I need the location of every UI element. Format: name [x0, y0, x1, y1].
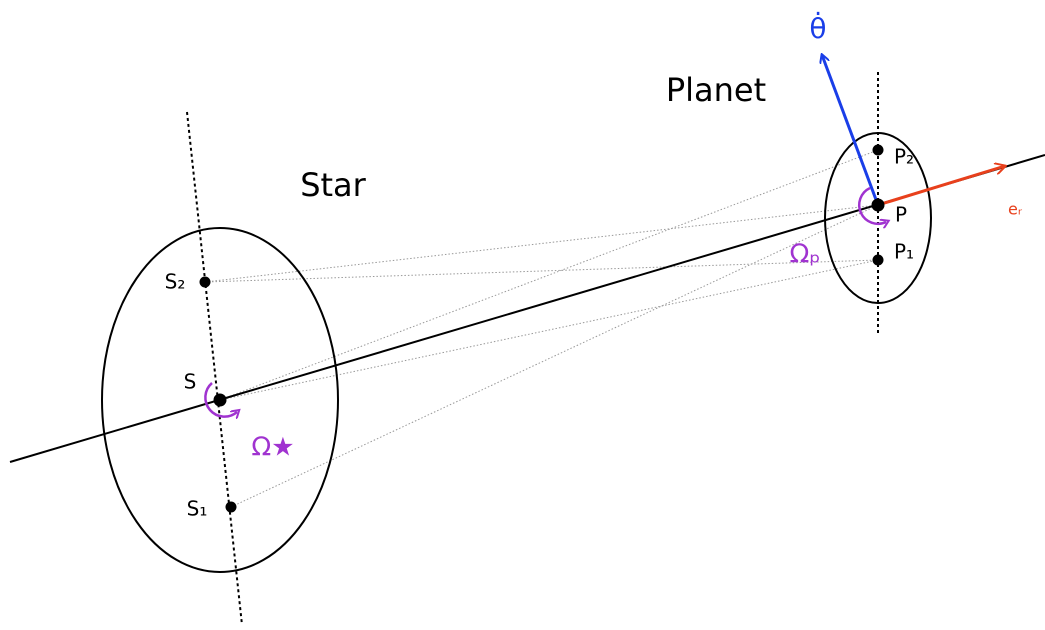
star-body — [101, 227, 339, 573]
radial-label: eᵣ — [1008, 200, 1023, 219]
point — [871, 198, 885, 212]
planet-spin-arrow — [857, 186, 886, 224]
point — [199, 276, 211, 288]
star-title: Star — [300, 166, 366, 204]
point-label: P₁ — [894, 240, 914, 264]
point — [872, 144, 884, 156]
star-axis — [186, 111, 243, 626]
theta-label: θ̇ — [809, 11, 826, 45]
radial-vector — [877, 166, 1005, 207]
points — [199, 144, 885, 513]
point-label: P — [895, 203, 907, 227]
point — [225, 501, 237, 513]
point-label: S₁ — [187, 497, 208, 521]
point-label: P₂ — [894, 145, 914, 169]
planet-spin-label: Ωₚ — [789, 240, 820, 270]
point-label: S₂ — [165, 270, 186, 294]
point — [872, 254, 884, 266]
sight-lines — [204, 149, 879, 508]
point — [213, 393, 227, 407]
planet-title: Planet — [666, 71, 766, 109]
star-spin-arrow — [204, 382, 237, 417]
star-spin-label: Ω★ — [251, 433, 294, 463]
point-label: S — [184, 370, 197, 394]
theta-vector — [822, 55, 880, 206]
